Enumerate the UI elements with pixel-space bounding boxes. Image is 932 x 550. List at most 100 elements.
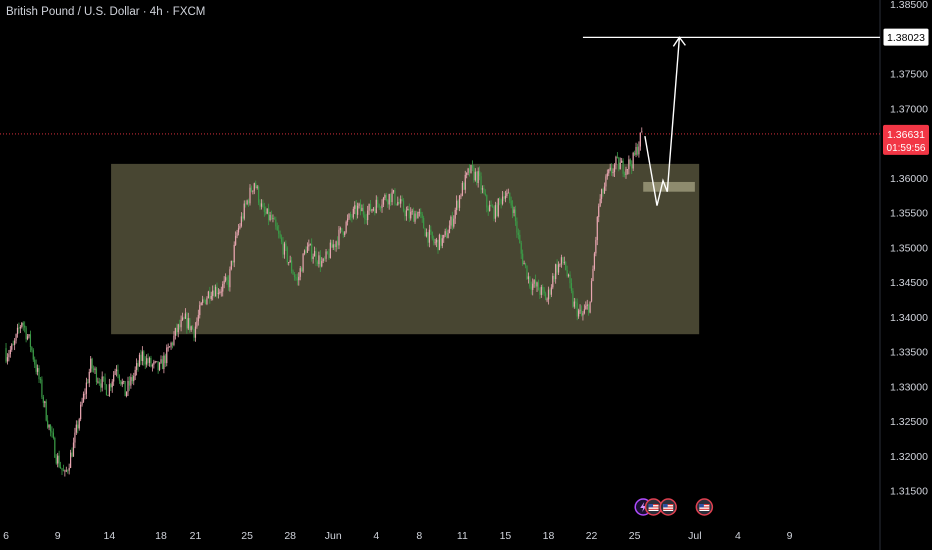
candle-body bbox=[206, 298, 208, 305]
candle-body bbox=[174, 328, 176, 336]
candle-body bbox=[161, 359, 164, 370]
candle-body bbox=[395, 203, 397, 205]
candle-body bbox=[381, 204, 383, 208]
candle-body bbox=[250, 187, 253, 192]
candle-body bbox=[322, 258, 324, 262]
candle-body bbox=[311, 243, 313, 259]
candle-body bbox=[387, 200, 389, 205]
candle-body bbox=[440, 234, 442, 246]
candle-body bbox=[351, 217, 353, 218]
candle-body bbox=[425, 232, 428, 237]
candle-body bbox=[224, 277, 227, 281]
candle-body bbox=[90, 358, 92, 372]
candle-body bbox=[328, 253, 330, 258]
candle-body bbox=[428, 229, 430, 243]
candle-body bbox=[623, 173, 626, 175]
candle-body bbox=[269, 214, 271, 221]
candle-body bbox=[382, 197, 385, 205]
candle-body bbox=[315, 251, 317, 262]
candle-body bbox=[550, 287, 552, 295]
candle-body bbox=[110, 384, 112, 388]
candle-body bbox=[390, 193, 392, 203]
candle-body bbox=[496, 205, 498, 217]
x-tick-label: Jun bbox=[325, 530, 342, 542]
candle-body bbox=[453, 218, 455, 227]
candle-body bbox=[54, 438, 56, 458]
candle-body bbox=[632, 152, 634, 169]
candle-body bbox=[41, 379, 43, 398]
candle-body bbox=[446, 231, 448, 238]
candle-body bbox=[559, 263, 561, 265]
candle-body bbox=[223, 280, 225, 284]
y-tick-label: 1.32000 bbox=[890, 451, 928, 463]
candle-body bbox=[450, 216, 452, 226]
candle-body bbox=[154, 361, 156, 363]
retest-zone-box[interactable] bbox=[643, 181, 695, 192]
candle-body bbox=[391, 192, 393, 203]
candle-body bbox=[45, 401, 47, 421]
candle-body bbox=[306, 246, 308, 253]
candle-body bbox=[434, 242, 436, 244]
candle-body bbox=[401, 199, 403, 201]
y-tick-label: 1.31500 bbox=[890, 486, 928, 498]
candle-body bbox=[626, 169, 629, 170]
candle-body bbox=[542, 286, 544, 290]
candle-body bbox=[570, 283, 573, 291]
candle-body bbox=[88, 371, 90, 383]
candle-body bbox=[362, 207, 364, 215]
candle-body bbox=[411, 210, 413, 212]
candle-body bbox=[606, 173, 608, 177]
candle-body bbox=[324, 258, 326, 260]
candle-body bbox=[240, 216, 242, 226]
candle-body bbox=[97, 381, 99, 383]
candle-body bbox=[157, 361, 159, 370]
candle-body bbox=[358, 203, 360, 206]
candle-body bbox=[150, 358, 152, 367]
us-flag-event-icon[interactable] bbox=[695, 498, 714, 516]
candle-body bbox=[553, 275, 555, 280]
y-tick-label: 1.32500 bbox=[890, 416, 928, 428]
candle-body bbox=[628, 159, 630, 170]
candle-body bbox=[359, 203, 362, 212]
candle-body bbox=[603, 186, 606, 194]
candle-body bbox=[613, 164, 616, 173]
candle-body bbox=[331, 242, 333, 248]
candle-body bbox=[194, 326, 197, 338]
candle-body bbox=[476, 171, 478, 183]
candle-body bbox=[547, 289, 550, 300]
candle-body bbox=[197, 315, 199, 322]
candle-body bbox=[114, 371, 116, 375]
projection-arrowhead bbox=[672, 36, 686, 47]
candle-body bbox=[583, 309, 585, 314]
candle-body bbox=[187, 318, 189, 329]
candle-body bbox=[316, 261, 319, 265]
candle-body bbox=[346, 218, 349, 222]
candle-body bbox=[151, 364, 154, 367]
candle-body bbox=[118, 375, 120, 381]
candle-body bbox=[131, 377, 133, 382]
candle-body bbox=[296, 278, 298, 281]
candle-body bbox=[81, 401, 83, 405]
candle-body bbox=[212, 290, 214, 296]
candle-body bbox=[213, 290, 215, 297]
y-tick-label: 1.33500 bbox=[890, 347, 928, 359]
candle-body bbox=[369, 203, 372, 212]
us-flag-event-icon[interactable] bbox=[644, 498, 663, 516]
candle-body bbox=[91, 358, 93, 369]
candle-body bbox=[156, 361, 158, 363]
candle-body bbox=[534, 280, 537, 287]
projection-path[interactable] bbox=[644, 37, 681, 206]
candle-body bbox=[214, 286, 217, 297]
candle-body bbox=[530, 286, 532, 290]
candle-body bbox=[431, 231, 433, 239]
candle-body bbox=[113, 374, 115, 382]
candle-body bbox=[123, 381, 125, 382]
us-flag-event-icon[interactable] bbox=[659, 498, 677, 516]
candle-body bbox=[456, 200, 458, 210]
candle-body bbox=[448, 225, 451, 234]
candle-body bbox=[563, 262, 565, 263]
candle-body bbox=[414, 213, 416, 222]
candle-body bbox=[184, 313, 187, 319]
